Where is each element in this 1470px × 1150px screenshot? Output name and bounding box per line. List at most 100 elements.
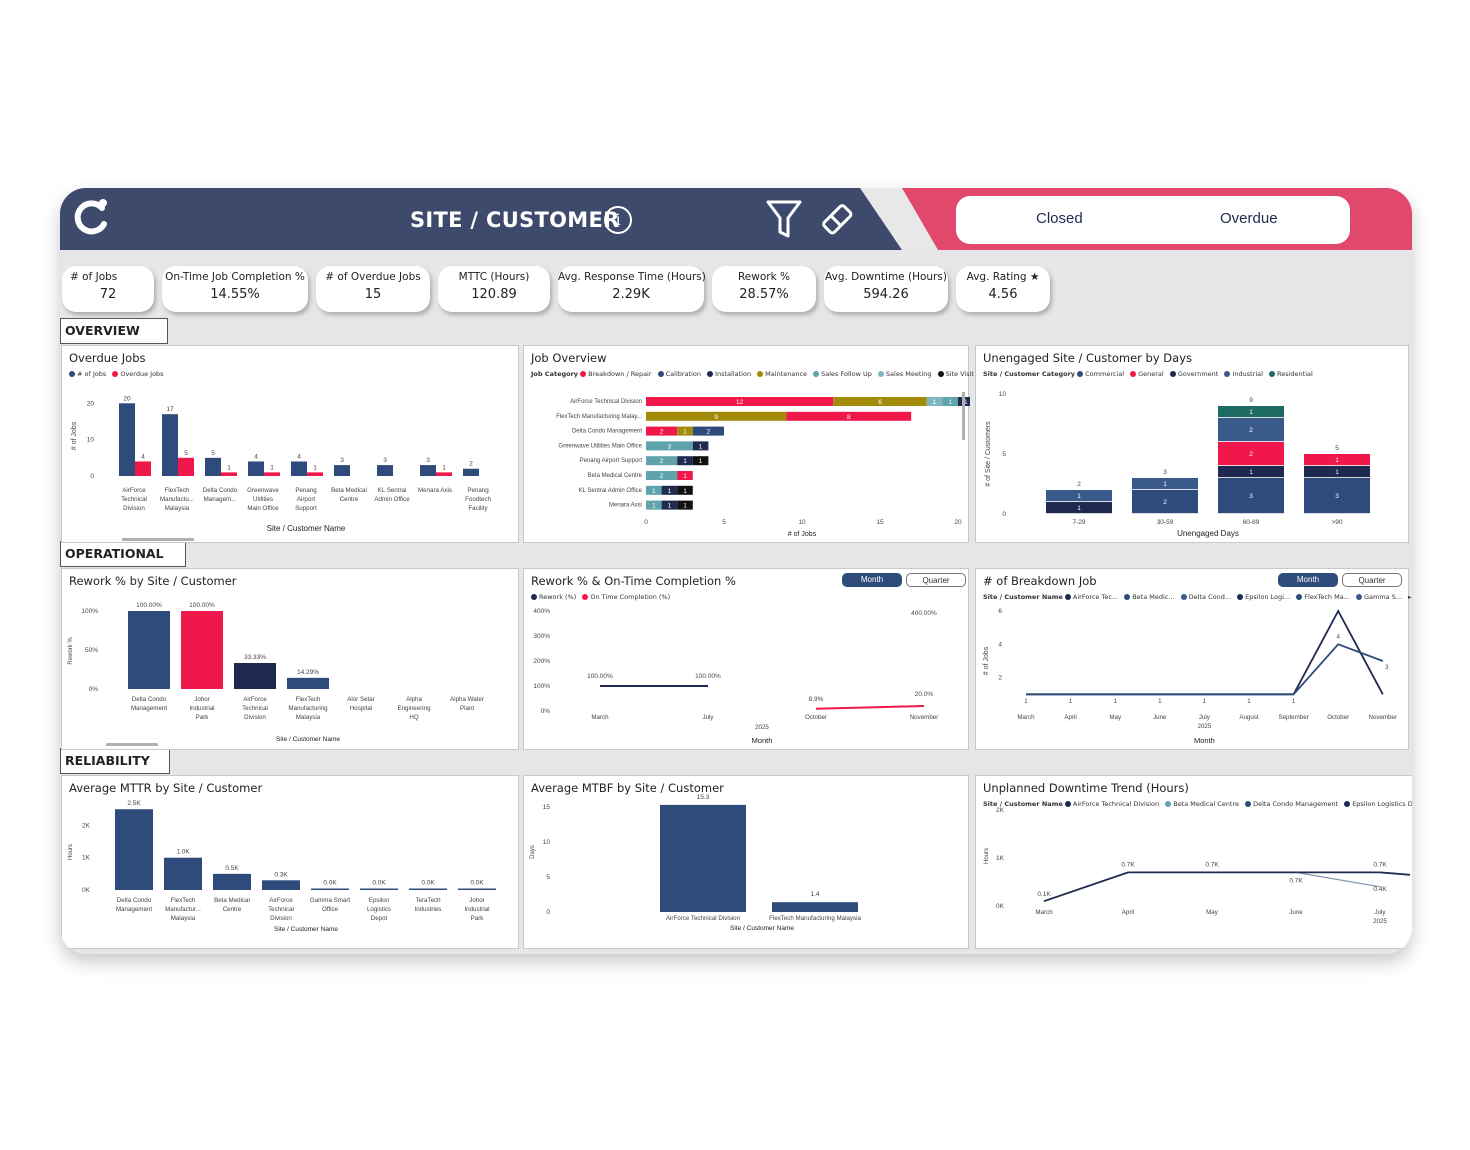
kpi-label: Avg. Downtime (Hours)	[825, 271, 947, 283]
x-tick-label: November	[910, 714, 939, 721]
bar-segment	[1218, 418, 1284, 442]
kpi-label: Avg. Rating ★	[966, 271, 1040, 283]
filter-icon[interactable]	[764, 198, 804, 242]
bar-mttr	[164, 857, 202, 890]
y-axis-label: Hours	[68, 844, 74, 860]
y-tick-label: 0%	[89, 686, 99, 693]
x-tick-label: 0	[644, 519, 648, 526]
bar-mttr	[311, 888, 349, 890]
y-tick-label: 50%	[85, 647, 98, 654]
bar-overdue	[264, 472, 280, 476]
x-tick-label: May	[1206, 909, 1219, 916]
x-tick-label: Manufactur...	[165, 906, 201, 913]
x-tick-label: Menara Axis	[418, 487, 452, 494]
data-label: 1	[270, 464, 274, 471]
bar-segment	[1218, 466, 1284, 478]
kpi-value: 120.89	[471, 287, 517, 302]
x-tick-label: Technical	[242, 705, 268, 712]
panel-title: Overdue Jobs	[69, 351, 146, 365]
section-reliability: RELIABILITY	[60, 748, 170, 774]
bar-segment	[646, 456, 678, 466]
legend-next-icon[interactable]: ▸	[1408, 593, 1412, 601]
bar-segment	[677, 485, 693, 495]
panel-title: Unplanned Downtime Trend (Hours)	[983, 781, 1189, 795]
legend-item: Commercial	[1085, 370, 1125, 378]
x-tick-label: Plant	[460, 705, 474, 712]
closed-button[interactable]: Closed	[1036, 210, 1083, 227]
y-axis-label: Hours	[984, 848, 990, 864]
bar-jobs	[334, 465, 350, 476]
bar-mttr	[360, 888, 398, 890]
logo-icon[interactable]	[68, 194, 118, 244]
info-icon[interactable]: i	[604, 206, 632, 234]
eraser-icon[interactable]	[818, 200, 858, 240]
data-label: 4	[297, 453, 301, 460]
data-label: 15.3	[697, 794, 710, 801]
bar-mttr	[115, 809, 153, 890]
x-tick-label: Support	[295, 505, 317, 512]
data-label: 4	[141, 453, 145, 460]
data-label: 2	[660, 458, 664, 465]
x-tick-label: Division	[244, 714, 266, 721]
data-label: 1	[1203, 698, 1207, 705]
status-toggle: Closed Overdue	[956, 196, 1350, 244]
x-tick-label: August	[1239, 714, 1259, 721]
legend-item: Calibration	[665, 370, 701, 378]
bar-mttr	[213, 873, 251, 890]
month-toggle[interactable]: Month	[1278, 573, 1338, 587]
bar-segment	[692, 441, 709, 451]
data-label: 1	[683, 429, 687, 436]
x-axis-label: Unengaged Days	[1177, 529, 1239, 538]
x-tick-label: Centre	[223, 906, 242, 913]
x-axis-label: Site / Customer Name	[274, 926, 338, 933]
overdue-button[interactable]: Overdue	[1220, 210, 1278, 227]
legend-item: Breakdown / Repair	[588, 370, 652, 378]
legend-jobs: # of Jobs	[77, 370, 107, 378]
x-tick-label: AirForce	[122, 487, 146, 494]
legend-item: Epsilon Logistics Depot	[1352, 800, 1412, 808]
x-tick-label: Beta Medical	[214, 897, 250, 904]
kpi-label: Avg. Response Time (Hours)	[558, 271, 706, 283]
kpi-label: # of Jobs	[70, 271, 118, 283]
legend: Site / Customer Name AirForce Technical …	[983, 800, 1412, 808]
data-label: 0.7K	[1289, 877, 1303, 884]
x-tick-label: Management	[116, 906, 152, 913]
x-tick-label: 15	[876, 519, 884, 526]
x-tick-label: April	[1064, 714, 1076, 721]
panel-title: Job Overview	[531, 351, 607, 365]
legend-item: Residential	[1277, 370, 1313, 378]
data-label: 8.9%	[809, 696, 824, 703]
legend-item: Epsilon Logi...	[1245, 593, 1291, 601]
quarter-toggle[interactable]: Quarter	[906, 573, 966, 587]
bar-segment	[926, 397, 943, 406]
scrollbar	[962, 392, 965, 440]
legend-item: AirForce Technical Division	[1072, 800, 1160, 808]
data-label: 2	[469, 461, 473, 468]
legend-item: On Time Completion (%)	[590, 593, 671, 601]
bar-segment	[1046, 490, 1112, 502]
x-tick-label: Delta Condo	[117, 897, 152, 904]
data-label: 1	[652, 488, 656, 495]
data-label: 17	[166, 406, 174, 413]
bar-segment	[786, 411, 912, 421]
quarter-toggle[interactable]: Quarter	[1342, 573, 1402, 587]
x-tick-label: Managem...	[204, 496, 237, 503]
data-label: 1	[1024, 698, 1028, 705]
x-tick-label: October	[805, 714, 827, 721]
y-tick-label: 2	[998, 675, 1002, 682]
y-tick-label: Menara Axis	[609, 503, 642, 509]
x-tick-label: Facility	[468, 505, 488, 512]
panel-title: Rework % & On-Time Completion %	[531, 574, 736, 588]
month-toggle[interactable]: Month	[842, 573, 902, 587]
y-tick-label: 0K	[82, 887, 91, 894]
panel-title: # of Breakdown Job	[983, 574, 1097, 588]
y-tick-label: 0	[546, 909, 550, 916]
x-tick-label: FlexTech	[296, 696, 321, 703]
x-axis-label: # of Jobs	[788, 531, 817, 538]
x-tick-label: 30-59	[1157, 519, 1174, 526]
x-tick-label: 60-89	[1243, 519, 1260, 526]
bar-segment	[1304, 478, 1370, 514]
data-label: 1	[668, 488, 672, 495]
kpi-overdue-jobs: # of Overdue Jobs 15	[316, 266, 430, 312]
y-tick-label: KL Sentral Admin Office	[579, 488, 643, 494]
